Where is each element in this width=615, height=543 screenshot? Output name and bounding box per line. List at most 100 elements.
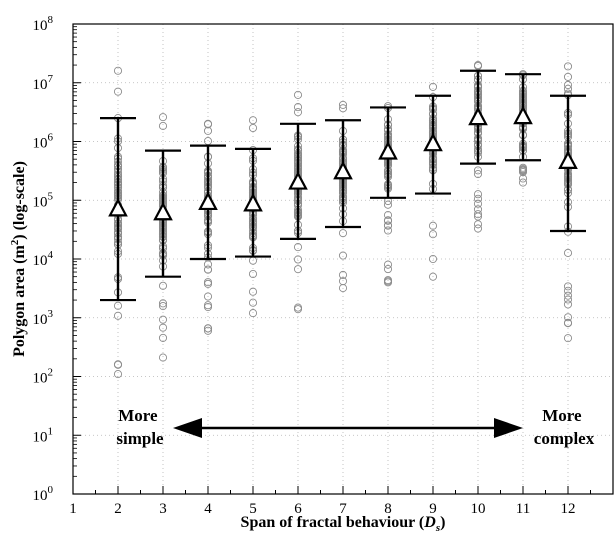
data-point (383, 226, 393, 235)
data-point (158, 121, 168, 130)
data-point (293, 255, 303, 264)
data-point (473, 190, 483, 199)
data-point (473, 224, 483, 233)
data-point (383, 200, 393, 209)
y-tick-label: 101 (33, 425, 54, 445)
data-point (473, 220, 483, 229)
complexity-arrow (173, 418, 523, 438)
data-point (158, 353, 168, 362)
data-point (563, 334, 573, 343)
data-point (383, 216, 393, 225)
data-point (203, 326, 213, 335)
data-point (518, 168, 528, 177)
data-point (563, 72, 573, 81)
data-point (248, 309, 258, 318)
data-point (203, 302, 213, 312)
mean-marker (108, 198, 128, 217)
data-point (473, 194, 483, 203)
data-point (383, 211, 393, 220)
data-point (563, 80, 573, 90)
data-point (428, 221, 438, 230)
data-point (293, 108, 303, 117)
mean-markers (108, 105, 578, 221)
data-point (293, 305, 303, 314)
data-point (158, 323, 168, 332)
data-point (563, 295, 573, 304)
data-point (473, 210, 483, 219)
x-tick-label: 5 (249, 501, 257, 517)
data-point (563, 84, 573, 93)
mean-marker (288, 171, 308, 190)
data-point (248, 287, 258, 296)
mean-marker (378, 141, 398, 160)
data-point (563, 319, 573, 328)
data-point (203, 279, 213, 288)
x-axis-title: Span of fractal behaviour (Ds) (241, 514, 446, 534)
data-point (338, 104, 348, 113)
annotation-more-complex: More complex (534, 406, 595, 448)
data-point (293, 103, 303, 112)
data-point (158, 315, 168, 324)
data-point (248, 298, 258, 307)
x-tick-label: 9 (429, 501, 437, 517)
y-tick-label: 105 (33, 190, 54, 210)
y-tick-label: 103 (33, 308, 54, 328)
x-tick-label: 12 (561, 501, 576, 517)
y-tick-label: 102 (33, 367, 54, 387)
mean-marker (423, 132, 443, 152)
data-point (293, 303, 303, 312)
data-point (338, 229, 348, 238)
data-point (473, 166, 483, 175)
data-point (113, 301, 123, 310)
y-tick-label: 108 (33, 14, 54, 34)
data-point (473, 61, 483, 70)
data-point (203, 260, 213, 269)
data-point (113, 370, 123, 379)
y-tick-label: 104 (33, 249, 54, 269)
mean-marker (333, 160, 353, 180)
x-tick-label: 8 (384, 501, 392, 517)
data-point (158, 333, 168, 342)
data-point (203, 137, 213, 146)
data-point (518, 178, 528, 187)
data-point (203, 301, 213, 310)
data-point (383, 260, 393, 269)
x-tick-label: 6 (294, 501, 302, 517)
mean-marker (558, 150, 578, 169)
data-point (428, 254, 438, 264)
data-point (473, 199, 483, 208)
data-point (563, 291, 573, 300)
data-point (383, 221, 393, 230)
mean-marker (243, 193, 263, 212)
data-point (563, 300, 573, 309)
data-point (563, 62, 573, 71)
x-tick-label: 10 (471, 501, 486, 517)
annotation-more-simple: More simple (116, 406, 164, 448)
data-point (563, 313, 573, 322)
data-point (158, 281, 168, 290)
data-point (338, 284, 348, 293)
data-point (563, 248, 573, 257)
data-point (383, 265, 393, 274)
data-point (518, 174, 528, 183)
data-point (113, 87, 123, 96)
mean-marker (153, 201, 173, 221)
data-point (563, 286, 573, 295)
data-point (113, 66, 123, 75)
data-point (248, 123, 258, 133)
x-tick-label: 2 (114, 501, 122, 517)
data-point (383, 278, 393, 287)
data-point (473, 212, 483, 221)
data-point (338, 251, 348, 260)
data-point (113, 360, 123, 369)
mean-marker (513, 105, 533, 125)
data-point (383, 276, 393, 285)
data-point (473, 169, 483, 179)
x-tick-labels: 1 2 3 4 5 6 7 8 9 10 11 12 (69, 501, 575, 517)
x-tick-label: 4 (204, 501, 212, 517)
data-point (428, 230, 438, 239)
data-point (113, 311, 123, 320)
x-tick-label: 7 (339, 501, 347, 517)
data-point (158, 113, 168, 122)
